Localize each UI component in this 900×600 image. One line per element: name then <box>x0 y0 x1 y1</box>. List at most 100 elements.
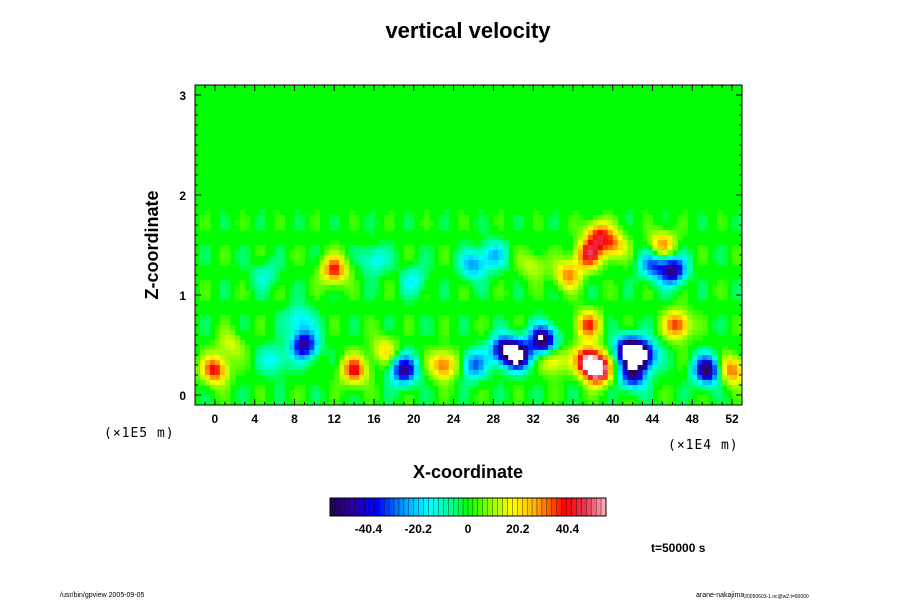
heatmap-cell <box>558 350 564 356</box>
heatmap-cell <box>304 365 310 371</box>
heatmap-cell <box>707 390 713 396</box>
heatmap-cell <box>349 220 355 226</box>
x-tick-label: 12 <box>328 412 342 426</box>
heatmap-cell <box>687 250 693 256</box>
heatmap-cell <box>657 330 664 336</box>
heatmap-cell <box>374 320 380 326</box>
heatmap-cell <box>722 320 728 326</box>
colorbar-swatch <box>512 497 518 517</box>
heatmap-cell <box>592 375 599 381</box>
heatmap-cell <box>349 255 355 261</box>
heatmap-cell <box>463 385 470 391</box>
heatmap-cell <box>692 325 698 331</box>
heatmap-cell <box>279 355 286 361</box>
heatmap-cell <box>622 285 629 291</box>
heatmap-cell <box>413 290 420 296</box>
heatmap-cell <box>592 235 599 241</box>
heatmap-cell <box>637 365 644 371</box>
heatmap-cell <box>572 245 579 251</box>
heatmap-cell <box>697 290 703 296</box>
heatmap-cell <box>383 360 390 366</box>
heatmap-cell <box>567 225 574 231</box>
heatmap-cell <box>279 215 286 221</box>
heatmap-cell <box>572 360 579 366</box>
heatmap-cell <box>478 275 485 281</box>
heatmap-cell <box>448 350 455 356</box>
heatmap-cell <box>562 365 569 371</box>
heatmap-cell <box>737 295 742 301</box>
heatmap-cell <box>612 350 619 356</box>
heatmap-cell <box>244 260 251 266</box>
heatmap-cell <box>627 250 634 256</box>
heatmap-cell <box>274 260 281 266</box>
heatmap-cell <box>717 315 723 321</box>
heatmap-cell <box>383 250 390 256</box>
heatmap-cell <box>259 350 266 356</box>
heatmap-cell <box>602 295 609 301</box>
heatmap-cell <box>533 385 539 391</box>
heatmap-cell <box>672 290 678 296</box>
heatmap-cell <box>254 355 261 361</box>
heatmap-cell <box>329 260 335 266</box>
heatmap-cell <box>622 265 629 271</box>
heatmap-cell <box>299 320 305 326</box>
heatmap-cell <box>697 375 703 381</box>
colorbar-tick-label: 40.4 <box>556 522 580 536</box>
heatmap-cell <box>652 240 659 246</box>
heatmap-cell <box>339 250 345 256</box>
colorbar-swatch <box>526 497 533 517</box>
heatmap-cell <box>652 335 659 341</box>
heatmap-cell <box>234 360 241 366</box>
heatmap-cell <box>388 260 395 266</box>
heatmap-cell <box>717 210 723 216</box>
heatmap-cell <box>572 290 579 296</box>
heatmap-cell <box>513 350 519 356</box>
heatmap-cell <box>364 265 370 271</box>
heatmap-cell <box>408 395 415 401</box>
heatmap-cell <box>403 280 410 286</box>
heatmap-cell <box>204 325 211 331</box>
heatmap-cell <box>652 370 659 376</box>
heatmap-cell <box>274 390 281 396</box>
heatmap-cell <box>423 270 430 276</box>
heatmap-cell <box>224 215 231 221</box>
heatmap-cell <box>533 210 539 216</box>
heatmap-cell <box>667 240 673 246</box>
heatmap-cell <box>647 250 654 256</box>
heatmap-cell <box>443 340 450 346</box>
heatmap-cell <box>612 340 619 346</box>
heatmap-cell <box>314 280 320 286</box>
heatmap-cell <box>299 245 305 251</box>
heatmap-cell <box>607 220 614 226</box>
heatmap-cell <box>722 350 728 356</box>
heatmap-cell <box>518 365 524 371</box>
heatmap-cell <box>498 395 504 401</box>
heatmap-cell <box>388 290 395 296</box>
heatmap-cell <box>339 370 345 376</box>
heatmap-cell <box>448 380 455 386</box>
heatmap-cell <box>737 260 742 266</box>
heatmap-cell <box>354 255 360 261</box>
heatmap-cell <box>279 340 286 346</box>
heatmap-cell <box>617 330 624 336</box>
heatmap-cell <box>493 285 499 291</box>
heatmap-cell <box>219 345 226 351</box>
heatmap-cell <box>478 345 485 351</box>
heatmap-cell <box>364 385 370 391</box>
heatmap-cell <box>513 295 519 301</box>
heatmap-cell <box>234 370 241 376</box>
heatmap-cell <box>697 400 703 405</box>
heatmap-cell <box>553 395 559 401</box>
heatmap-cell <box>299 315 305 321</box>
heatmap-cell <box>284 325 291 331</box>
heatmap-cell <box>199 360 206 366</box>
heatmap-cell <box>687 335 693 341</box>
heatmap-cell <box>403 255 410 261</box>
heatmap-cell <box>622 390 629 396</box>
heatmap-cell <box>478 330 485 336</box>
heatmap-cell <box>239 215 246 221</box>
heatmap-cell <box>617 235 624 241</box>
heatmap-cell <box>622 245 629 251</box>
heatmap-cell <box>602 380 609 386</box>
heatmap-cell <box>329 350 335 356</box>
